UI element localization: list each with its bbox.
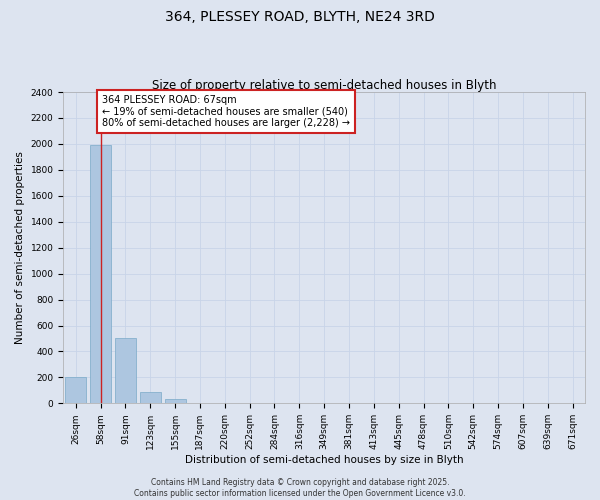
Bar (115, 338, 136, 404)
Bar (140, 392, 161, 404)
Bar (65, 378, 86, 404)
X-axis label: Distribution of semi-detached houses by size in Blyth: Distribution of semi-detached houses by … (185, 455, 463, 465)
Y-axis label: Number of semi-detached properties: Number of semi-detached properties (15, 151, 25, 344)
Bar (164, 399, 185, 404)
Title: Size of property relative to semi-detached houses in Blyth: Size of property relative to semi-detach… (152, 79, 496, 92)
Text: Contains HM Land Registry data © Crown copyright and database right 2025.
Contai: Contains HM Land Registry data © Crown c… (134, 478, 466, 498)
Text: 364 PLESSEY ROAD: 67sqm
← 19% of semi-detached houses are smaller (540)
80% of s: 364 PLESSEY ROAD: 67sqm ← 19% of semi-de… (102, 94, 350, 128)
Bar (90, 145, 111, 404)
Text: 364, PLESSEY ROAD, BLYTH, NE24 3RD: 364, PLESSEY ROAD, BLYTH, NE24 3RD (165, 10, 435, 24)
